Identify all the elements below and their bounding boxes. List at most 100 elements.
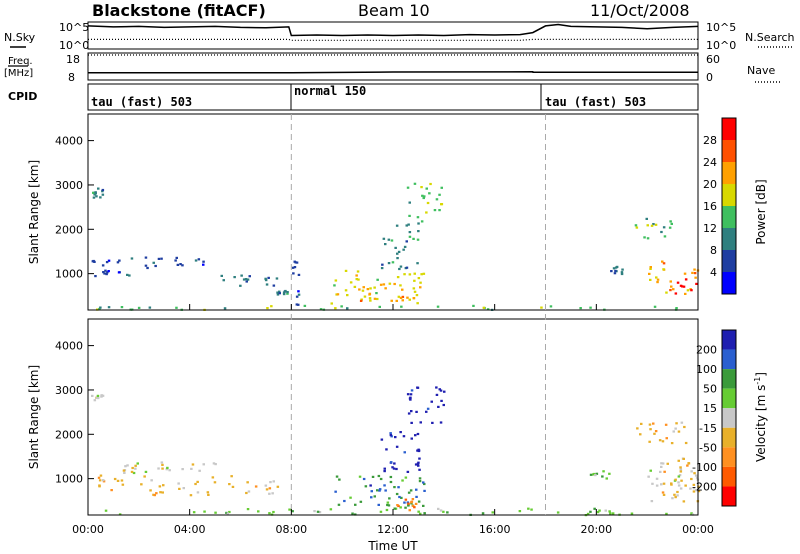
- data-cell: [362, 286, 365, 289]
- data-cell: [692, 490, 696, 493]
- data-cell: [395, 445, 399, 448]
- data-cell: [684, 441, 688, 445]
- station-title: Blackstone (fitACF): [92, 1, 266, 20]
- data-cell: [376, 489, 379, 492]
- data-cell: [387, 238, 391, 241]
- data-cell: [446, 511, 449, 514]
- data-cell: [690, 512, 693, 515]
- data-cell: [276, 485, 280, 488]
- data-cell: [443, 390, 446, 393]
- data-cell: [438, 388, 441, 391]
- data-cell: [412, 287, 416, 290]
- nave-label: Nave: [747, 64, 775, 77]
- data-cell: [439, 389, 443, 392]
- data-cell: [662, 262, 666, 265]
- data-cell: [437, 507, 440, 510]
- data-cell: [268, 492, 271, 495]
- data-cell: [110, 489, 113, 492]
- data-cell: [404, 476, 408, 479]
- data-cell: [153, 494, 156, 497]
- data-cell: [382, 283, 386, 286]
- data-cell: [655, 484, 659, 487]
- data-cell: [383, 484, 386, 487]
- data-cell: [397, 295, 401, 298]
- data-cell: [99, 306, 102, 309]
- data-cell: [150, 479, 153, 482]
- data-cell: [408, 509, 411, 512]
- data-cell: [113, 477, 117, 481]
- data-cell: [601, 475, 604, 478]
- data-cell: [136, 462, 139, 465]
- data-cell: [695, 476, 699, 479]
- data-cell: [649, 278, 652, 281]
- power-ylabel: Slant Range [km]: [27, 160, 41, 264]
- data-cell: [378, 305, 381, 308]
- data-cell: [242, 278, 246, 281]
- data-cell: [228, 510, 231, 514]
- data-cell: [97, 476, 101, 479]
- frequency-panel: Freq. [MHz] 18 8 60 0 Nave: [4, 52, 781, 84]
- data-cell: [373, 495, 376, 498]
- data-cell: [122, 469, 126, 472]
- data-cell: [397, 250, 401, 253]
- data-cell: [648, 440, 651, 443]
- data-cell: [404, 498, 408, 501]
- data-cell: [413, 182, 417, 185]
- noise-search-label: N.Search: [745, 31, 795, 44]
- data-cell: [406, 393, 410, 396]
- data-cell: [482, 306, 486, 309]
- data-cell: [668, 226, 672, 229]
- colorbar-segment: [722, 228, 736, 250]
- noise-left-tick-low: 10^0: [59, 39, 89, 52]
- data-cell: [393, 486, 396, 489]
- data-cell: [379, 477, 383, 481]
- data-cell: [118, 259, 121, 262]
- colorbar-tick: -15: [699, 422, 717, 435]
- data-cell: [162, 484, 165, 487]
- data-cell: [406, 470, 410, 473]
- data-cell: [680, 479, 683, 482]
- data-cell: [386, 503, 389, 507]
- data-cell: [121, 483, 125, 486]
- data-cell: [369, 299, 372, 302]
- power-panel: 1000 2000 3000 4000 Slant Range [km] 4 8 12 16…: [27, 113, 768, 311]
- data-cell: [130, 470, 134, 473]
- data-cell: [674, 478, 677, 481]
- data-cell: [126, 464, 129, 467]
- data-cell: [284, 289, 287, 293]
- data-cell: [660, 230, 663, 234]
- data-cell: [346, 307, 349, 310]
- data-cell: [592, 472, 596, 476]
- data-cell: [540, 306, 543, 309]
- data-cell: [382, 237, 386, 240]
- noise-sky-label: N.Sky: [4, 31, 36, 44]
- data-cell: [412, 237, 415, 240]
- data-cell: [653, 432, 656, 435]
- data-cell: [313, 510, 316, 513]
- data-cell: [646, 237, 650, 240]
- data-cell: [95, 396, 99, 399]
- colorbar-segment: [722, 206, 736, 228]
- data-cell: [417, 464, 420, 467]
- data-cell: [654, 430, 658, 433]
- data-cell: [640, 422, 643, 425]
- data-cell: [268, 512, 271, 515]
- data-cell: [385, 448, 388, 451]
- data-cell: [621, 268, 624, 271]
- data-cell: [101, 188, 105, 192]
- data-cell: [438, 193, 441, 196]
- data-cell: [189, 494, 193, 497]
- freq-label: Freq.: [8, 56, 33, 67]
- data-cell: [486, 308, 490, 311]
- data-cell: [233, 276, 236, 279]
- data-cell: [419, 281, 422, 284]
- data-cell: [665, 437, 668, 440]
- data-cell: [192, 511, 196, 514]
- data-cell: [384, 243, 387, 246]
- data-cell: [103, 272, 106, 275]
- colorbar-tick: 8: [710, 244, 717, 257]
- colorbar-segment: [722, 272, 736, 294]
- data-cell: [396, 276, 400, 279]
- data-cell: [415, 495, 418, 498]
